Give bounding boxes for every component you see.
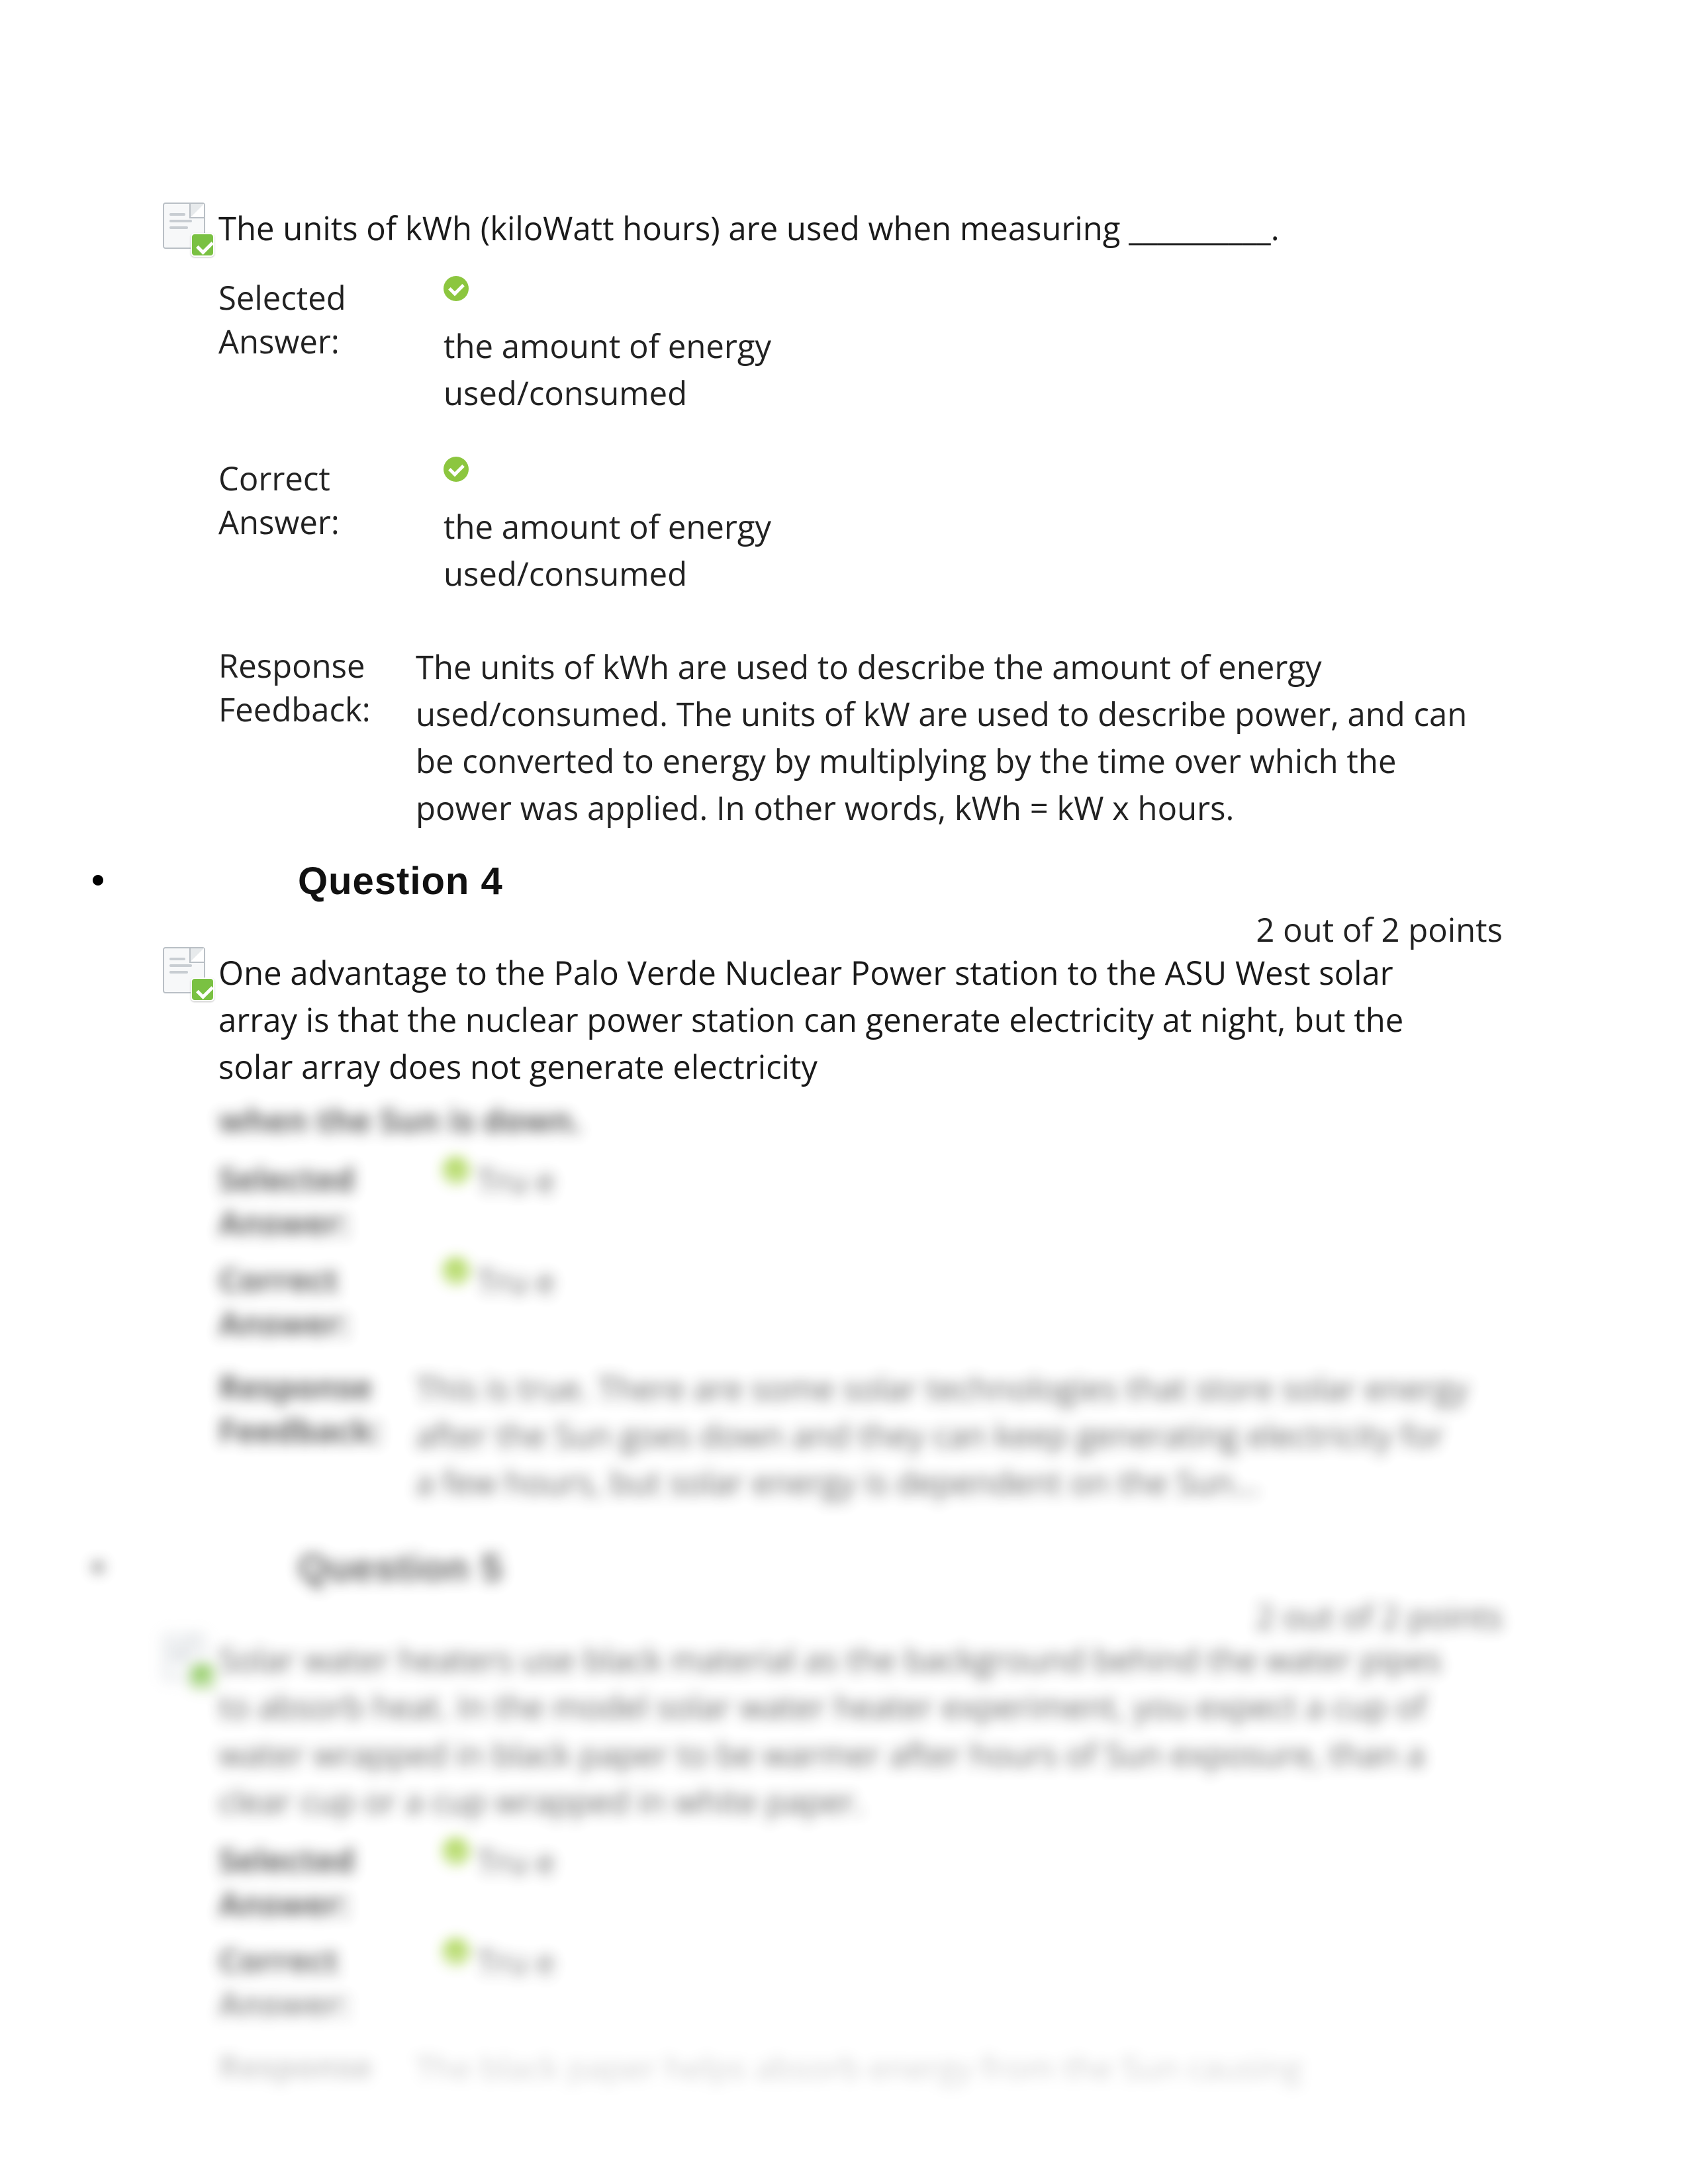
page: The units of kWh (kiloWatt hours) are us… <box>0 0 1688 2184</box>
question-4-block: One advantage to the Palo Verde Nuclear … <box>218 950 1470 1091</box>
question-4-heading: Question 4 <box>298 859 1470 903</box>
selected-answer-value: Tru e <box>444 1839 986 1926</box>
question-3-feedback: Response Feedback: The units of kWh are … <box>218 644 1470 832</box>
question-3-block: The units of kWh (kiloWatt hours) are us… <box>218 205 1470 833</box>
correct-answer-text: the amount of energy used/consumed <box>444 505 771 596</box>
correct-answer-label: Correct Answer: <box>218 1939 430 2026</box>
question-3-answers: Selected Answer: the amount of energy us… <box>218 276 1470 598</box>
question-4-heading-row: Question 4 2 out of 2 points <box>218 859 1470 903</box>
correct-answer-label: Correct Answer: <box>218 1258 430 1345</box>
feedback-label: Response Feedback: <box>218 1365 404 1506</box>
question-4-prompt-visible: One advantage to the Palo Verde Nuclear … <box>218 950 1470 1091</box>
question-5-points: 2 out of 2 points <box>1256 1595 1503 1639</box>
bullet-icon <box>93 875 103 886</box>
correct-answer-label: Correct Answer: <box>218 457 430 598</box>
correct-answer-text: Tru e <box>477 1259 555 1303</box>
check-icon <box>444 1158 469 1183</box>
correct-question-icon <box>159 946 211 997</box>
selected-answer-text: Tru e <box>477 1159 555 1203</box>
selected-answer-label: Selected Answer: <box>218 276 430 417</box>
check-icon <box>444 276 469 301</box>
check-icon <box>444 1839 469 1864</box>
question-4-points: 2 out of 2 points <box>1256 908 1503 952</box>
question-4-prompt-blurred: when the Sun is down. <box>218 1097 1470 1144</box>
check-icon <box>444 1939 469 1964</box>
question-5-prompt: Solar water heaters use black material a… <box>218 1637 1470 1825</box>
correct-answer-value: Tru e <box>444 1939 986 2026</box>
question-4-feedback: Response Feedback: This is true. There a… <box>218 1365 1470 1506</box>
correct-answer-text: Tru e <box>477 1940 555 1984</box>
question-5-heading: Question 5 <box>298 1546 1470 1590</box>
feedback-text: The black paper helps absorb energy from… <box>416 2046 1470 2093</box>
feedback-label: Response Feedback: <box>218 644 404 832</box>
question-5-heading-row: Question 5 2 out of 2 points <box>218 1546 1470 1590</box>
selected-answer-value: the amount of energy used/consumed <box>444 276 986 417</box>
question-5-answers: Selected Answer: Tru e Correct Answer: T… <box>218 1839 1470 2027</box>
correct-answer-value: Tru e <box>444 1258 986 1345</box>
question-3-prompt: The units of kWh (kiloWatt hours) are us… <box>218 205 1470 252</box>
correct-question-icon <box>159 1633 211 1684</box>
correct-question-icon <box>159 201 211 253</box>
selected-answer-text: the amount of energy used/consumed <box>444 324 771 415</box>
check-icon <box>444 1258 469 1283</box>
check-icon <box>444 457 469 482</box>
question-4-answers: Selected Answer: Tru e Correct Answer: T… <box>218 1158 1470 1346</box>
feedback-text: This is true. There are some solar techn… <box>416 1365 1470 1506</box>
selected-answer-label: Selected Answer: <box>218 1839 430 1926</box>
feedback-label: Response <box>218 2046 404 2093</box>
bullet-icon <box>93 1562 103 1572</box>
question-5-block: Solar water heaters use black material a… <box>218 1637 1470 2093</box>
question-5-feedback: Response The black paper helps absorb en… <box>218 2046 1470 2093</box>
selected-answer-label: Selected Answer: <box>218 1158 430 1245</box>
feedback-text: The units of kWh are used to describe th… <box>416 644 1470 832</box>
selected-answer-text: Tru e <box>477 1840 555 1884</box>
locked-preview: when the Sun is down. Selected Answer: T… <box>218 1097 1470 2094</box>
correct-answer-value: the amount of energy used/consumed <box>444 457 986 598</box>
selected-answer-value: Tru e <box>444 1158 986 1245</box>
